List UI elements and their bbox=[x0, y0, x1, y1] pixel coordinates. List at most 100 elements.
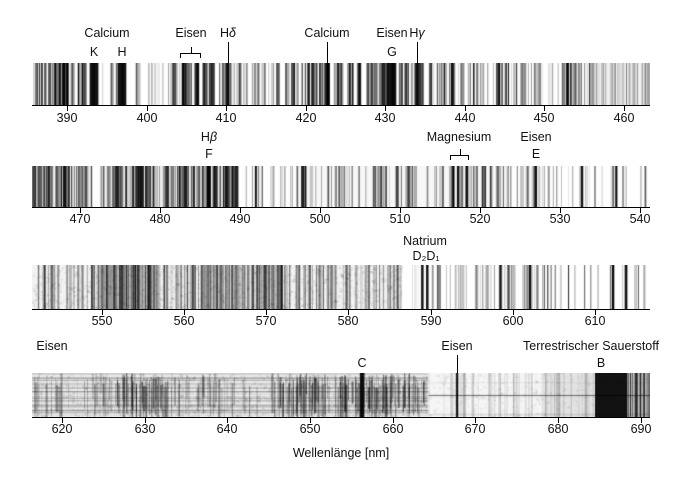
tick-mark bbox=[62, 418, 63, 423]
tick-label: 390 bbox=[56, 111, 78, 125]
element-letter-label: B bbox=[596, 356, 606, 370]
tick-mark bbox=[160, 208, 161, 213]
range-bracket bbox=[450, 148, 469, 161]
tick-label: 610 bbox=[584, 314, 606, 328]
range-bracket-bar bbox=[450, 155, 469, 156]
tick-mark bbox=[465, 106, 466, 111]
tick-mark bbox=[624, 106, 625, 111]
spectrum-strip-row-2 bbox=[32, 166, 650, 208]
annotation-label: Eisen bbox=[441, 339, 473, 353]
tick-label: 560 bbox=[173, 314, 195, 328]
tick-mark bbox=[641, 418, 642, 423]
tick-label: 690 bbox=[630, 422, 652, 436]
tick-mark bbox=[184, 310, 185, 315]
tick-label: 430 bbox=[374, 111, 396, 125]
annotation-label: Hδ bbox=[220, 26, 236, 40]
tick-mark bbox=[306, 106, 307, 111]
tick-mark bbox=[475, 418, 476, 423]
tick-label: 520 bbox=[469, 212, 491, 226]
spectrum-canvas-2 bbox=[32, 166, 650, 207]
pointer-line bbox=[417, 42, 418, 63]
tick-mark bbox=[266, 310, 267, 315]
annotation-label: Eisen bbox=[520, 130, 552, 144]
element-letter-label: F bbox=[205, 147, 213, 161]
tick-mark bbox=[80, 208, 81, 213]
annotation-label: Eisen bbox=[36, 339, 68, 353]
element-letter-label: C bbox=[357, 356, 367, 370]
pointer-line bbox=[327, 42, 328, 63]
spectrum-canvas-4 bbox=[32, 373, 650, 417]
tick-label: 420 bbox=[295, 111, 317, 125]
tick-mark bbox=[226, 106, 227, 111]
tick-label: 550 bbox=[91, 314, 113, 328]
annotation-label: Hβ bbox=[200, 130, 218, 144]
range-bracket-stem bbox=[190, 47, 192, 53]
tick-mark bbox=[431, 310, 432, 315]
tick-mark bbox=[147, 106, 148, 111]
tick-mark bbox=[480, 208, 481, 213]
range-bracket-tkr bbox=[200, 53, 201, 58]
annotation-label: Natrium bbox=[403, 234, 447, 248]
tick-label: 650 bbox=[299, 422, 321, 436]
tick-label: 440 bbox=[454, 111, 476, 125]
tick-label: 400 bbox=[136, 111, 158, 125]
tick-label: 500 bbox=[309, 212, 331, 226]
tick-mark bbox=[348, 310, 349, 315]
annotation-label: Hγ bbox=[409, 26, 425, 40]
tick-mark bbox=[240, 208, 241, 213]
element-letter-label: D₂D₁ bbox=[412, 249, 440, 263]
tick-mark bbox=[320, 208, 321, 213]
tick-label: 630 bbox=[134, 422, 156, 436]
tick-mark bbox=[558, 418, 559, 423]
spectrum-strip-row-1 bbox=[32, 63, 650, 106]
tick-label: 510 bbox=[389, 212, 411, 226]
annotation-label: Calcium bbox=[304, 26, 350, 40]
tick-label: 470 bbox=[69, 212, 91, 226]
annotation-label: Calcium bbox=[84, 26, 130, 40]
tick-label: 660 bbox=[382, 422, 404, 436]
tick-mark bbox=[67, 106, 68, 111]
x-axis-label: Wellenlänge [nm] bbox=[292, 446, 390, 460]
tick-label: 600 bbox=[502, 314, 524, 328]
tick-label: 410 bbox=[215, 111, 237, 125]
range-bracket-tkr bbox=[468, 155, 469, 160]
tick-mark bbox=[560, 208, 561, 213]
tick-mark bbox=[513, 310, 514, 315]
range-bracket-bar bbox=[180, 53, 201, 54]
tick-mark bbox=[310, 418, 311, 423]
range-bracket bbox=[180, 46, 201, 59]
tick-mark bbox=[227, 418, 228, 423]
element-letter-label: E bbox=[531, 147, 541, 161]
tick-label: 540 bbox=[629, 212, 651, 226]
range-bracket-stem bbox=[459, 149, 461, 155]
tick-label: 490 bbox=[229, 212, 251, 226]
tick-label: 480 bbox=[149, 212, 171, 226]
annotation-label: Magnesium bbox=[426, 130, 492, 144]
tick-label: 450 bbox=[533, 111, 555, 125]
tick-label: 670 bbox=[464, 422, 486, 436]
tick-label: 640 bbox=[216, 422, 238, 436]
element-letter-label: G bbox=[387, 45, 397, 59]
annotation-label: Terrestrischer Sauerstoff bbox=[523, 339, 659, 353]
range-bracket-tkl bbox=[450, 155, 451, 160]
annotation-label: Eisen bbox=[376, 26, 408, 40]
pointer-line bbox=[228, 42, 229, 63]
spectrum-canvas-1 bbox=[32, 63, 650, 105]
tick-mark bbox=[544, 106, 545, 111]
tick-mark bbox=[400, 208, 401, 213]
tick-label: 620 bbox=[51, 422, 73, 436]
spectrum-strip-row-3 bbox=[32, 265, 650, 310]
range-bracket-tkl bbox=[180, 53, 181, 58]
tick-label: 570 bbox=[255, 314, 277, 328]
tick-label: 460 bbox=[613, 111, 635, 125]
element-letter-label: K bbox=[89, 45, 99, 59]
annotation-label: Eisen bbox=[175, 26, 207, 40]
tick-mark bbox=[102, 310, 103, 315]
spectrum-canvas-3 bbox=[32, 265, 650, 309]
tick-label: 580 bbox=[337, 314, 359, 328]
tick-label: 530 bbox=[549, 212, 571, 226]
element-letter-label: H bbox=[117, 45, 127, 59]
tick-mark bbox=[595, 310, 596, 315]
tick-mark bbox=[145, 418, 146, 423]
